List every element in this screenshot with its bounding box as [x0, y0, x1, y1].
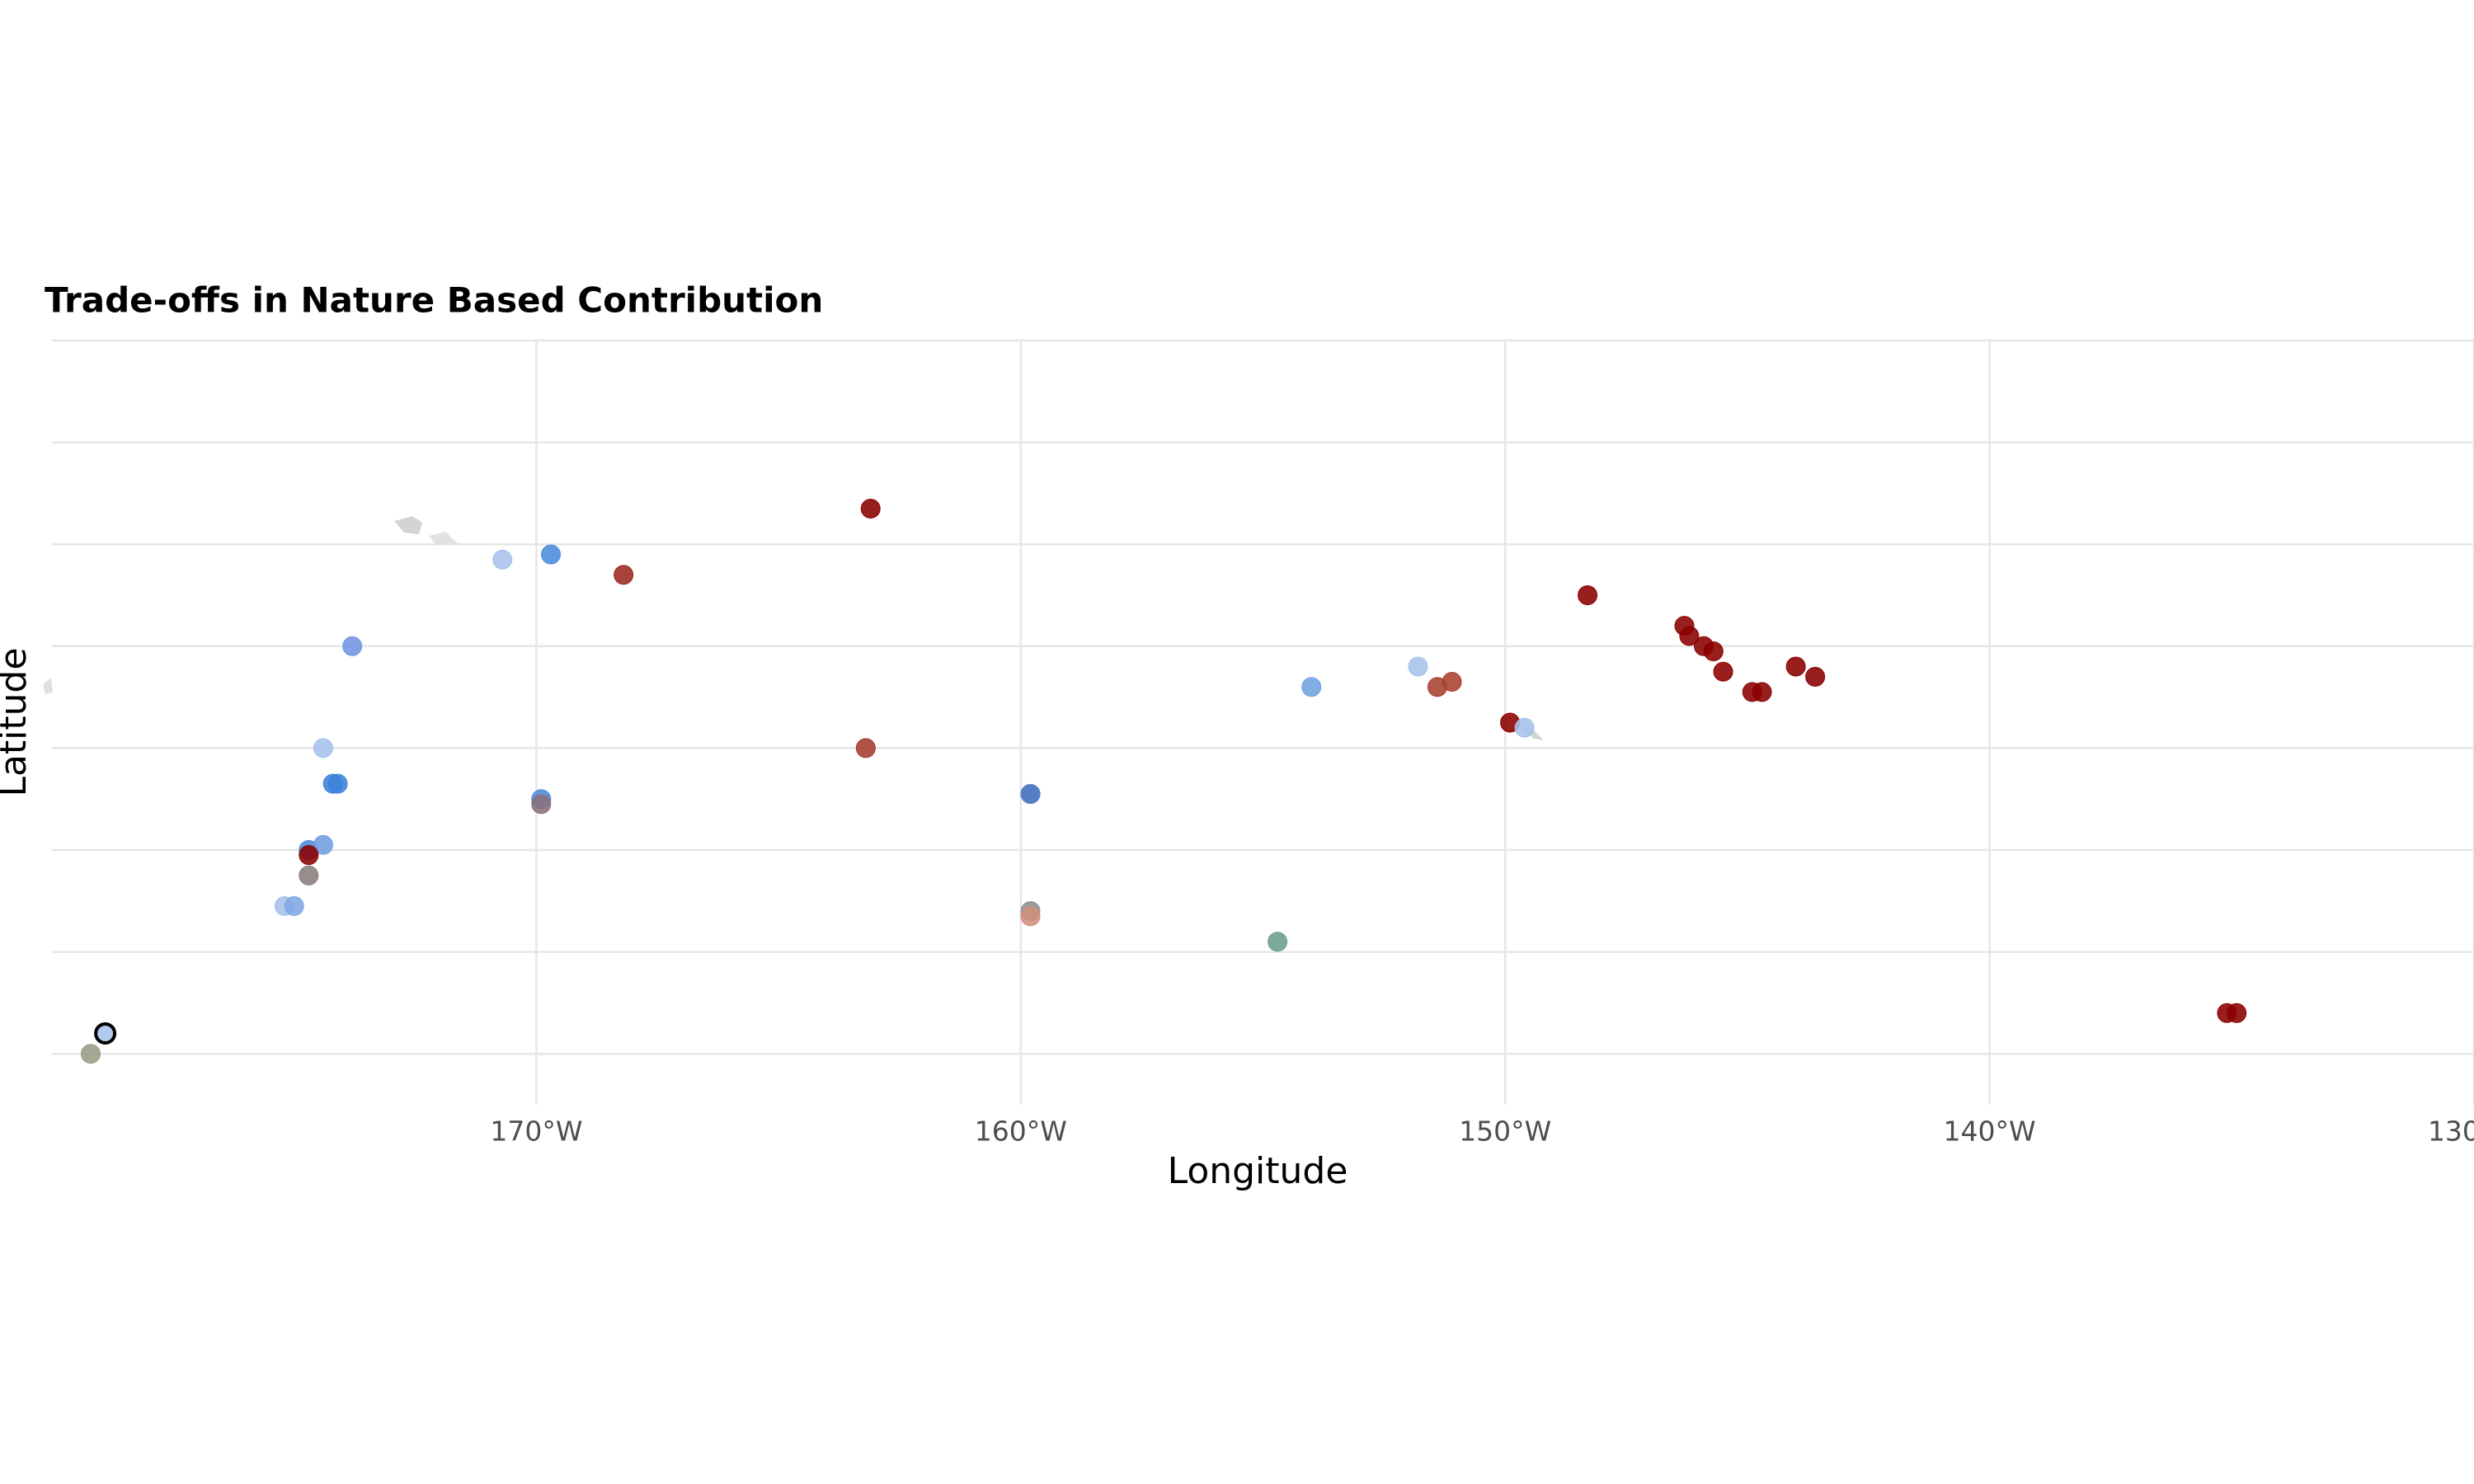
point	[1514, 717, 1535, 738]
point	[313, 738, 333, 758]
point	[299, 845, 319, 866]
point	[492, 549, 513, 570]
point	[1268, 932, 1288, 952]
point	[2227, 1003, 2247, 1023]
point	[1020, 906, 1041, 927]
x-tick-label: 130°W	[2428, 1115, 2474, 1148]
x-tick-label: 150°W	[1459, 1115, 1551, 1148]
island	[429, 532, 459, 546]
x-tick-label: 140°W	[1944, 1115, 2036, 1148]
island	[43, 678, 53, 694]
point	[1578, 585, 1598, 605]
point	[313, 834, 333, 855]
point	[860, 498, 881, 519]
points	[80, 498, 2247, 1064]
point	[1703, 641, 1724, 661]
x-axis-title: Longitude	[1168, 1150, 1348, 1192]
x-tick-label: 170°W	[490, 1115, 582, 1148]
point	[531, 794, 552, 815]
point	[1805, 666, 1826, 687]
point	[855, 738, 876, 758]
point	[1301, 677, 1322, 697]
point	[284, 895, 304, 916]
y-axis-title: Latitude	[0, 647, 35, 796]
point	[541, 544, 562, 565]
point	[1408, 656, 1428, 677]
x-tick-label: 160°W	[975, 1115, 1067, 1148]
chart-title: Trade-offs in Nature Based Contribution	[45, 280, 823, 321]
point	[1752, 682, 1772, 702]
point	[1713, 661, 1733, 682]
point	[1679, 626, 1700, 646]
point	[327, 773, 348, 794]
point	[1020, 784, 1041, 805]
point	[614, 565, 634, 585]
point	[1785, 656, 1806, 677]
point	[342, 636, 363, 656]
point	[1442, 672, 1462, 693]
point	[94, 1021, 117, 1045]
island	[394, 516, 422, 534]
point	[299, 865, 319, 885]
point	[80, 1044, 101, 1064]
